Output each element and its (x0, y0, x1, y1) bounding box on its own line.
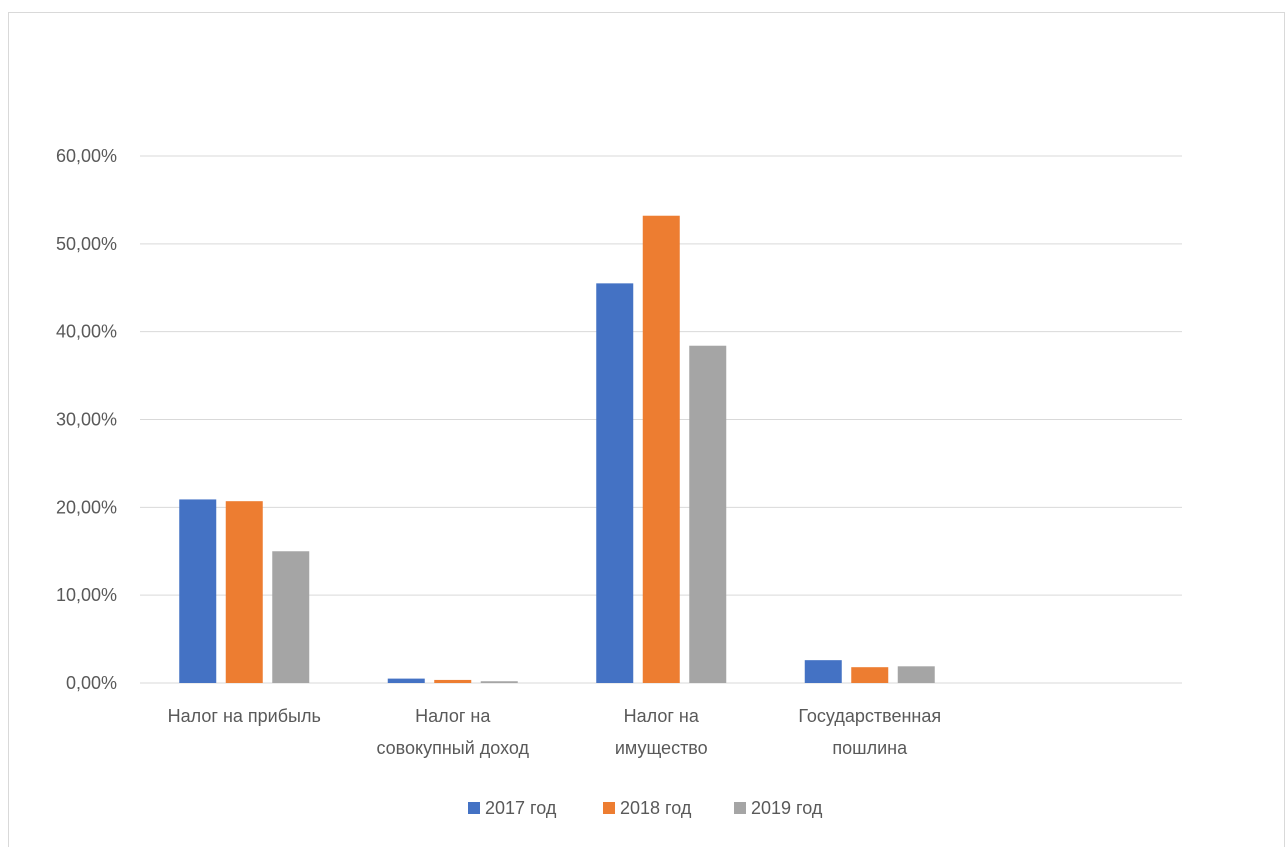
y-tick-label: 10,00% (56, 585, 117, 605)
bars (179, 215, 935, 683)
bar-2018-год-cat-0 (225, 501, 263, 683)
y-tick-label: 30,00% (56, 410, 117, 430)
category-label: Налог на (624, 706, 700, 726)
bar-2019-год-cat-1 (480, 681, 518, 683)
legend-label: 2017 год (485, 798, 557, 818)
bar-2017-год-cat-3 (804, 660, 842, 683)
legend-swatch (603, 802, 615, 814)
category-label: Государственная (798, 706, 941, 726)
bar-2019-год-cat-0 (272, 551, 310, 683)
category-label: имущество (615, 738, 708, 758)
y-tick-label: 40,00% (56, 322, 117, 342)
bar-2018-год-cat-1 (434, 679, 472, 683)
legend-swatch (468, 802, 480, 814)
legend-label: 2018 год (620, 798, 692, 818)
bar-2017-год-cat-1 (387, 678, 425, 683)
bar-2017-год-cat-2 (596, 283, 634, 683)
legend-swatch (734, 802, 746, 814)
bar-2017-год-cat-0 (179, 499, 217, 683)
bar-2018-год-cat-3 (851, 667, 889, 683)
bar-2018-год-cat-2 (642, 215, 680, 683)
x-axis-category-labels: Налог на прибыль Налог на совокупный доход… (168, 706, 941, 758)
bar-2019-год-cat-3 (897, 666, 935, 683)
y-tick-label: 60,00% (56, 146, 117, 166)
category-label: совокупный доход (376, 738, 529, 758)
legend: 2017 год 2018 год 2019 год (468, 798, 823, 818)
y-tick-label: 50,00% (56, 234, 117, 254)
legend-label: 2019 год (751, 798, 823, 818)
y-tick-label: 20,00% (56, 497, 117, 517)
y-axis-tick-labels: 0,00% 10,00% 20,00% 30,00% 40,00% 50,00% 60,00… (56, 146, 117, 693)
y-tick-label: 0,00% (66, 673, 117, 693)
bar-2019-год-cat-2 (689, 345, 727, 683)
category-label: пошлина (832, 738, 908, 758)
category-label: Налог на прибыль (168, 706, 321, 726)
category-label: Налог на (415, 706, 491, 726)
